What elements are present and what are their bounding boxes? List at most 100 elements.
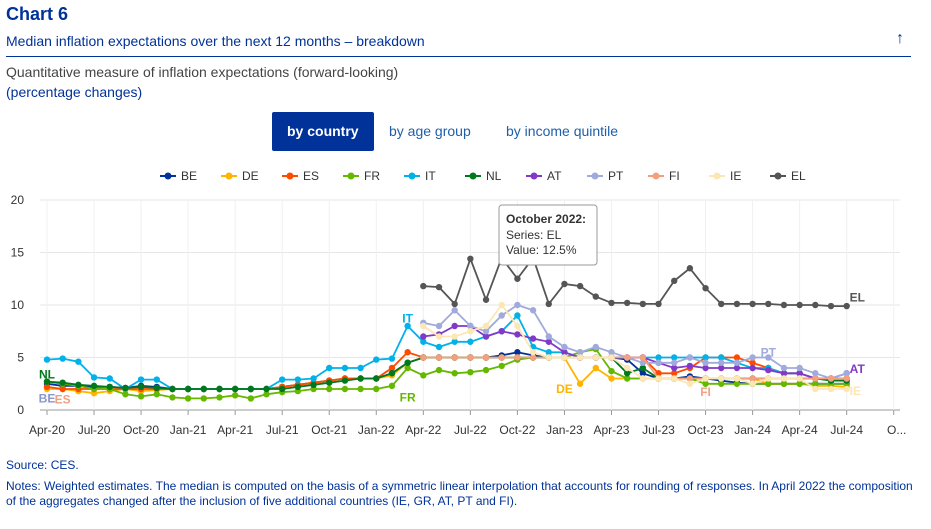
- data-point-fr: [216, 394, 223, 401]
- tooltip-value: Value: 12.5%: [506, 243, 577, 257]
- data-point-es: [43, 383, 51, 391]
- data-point-it: [153, 376, 160, 383]
- data-point-ie: [435, 333, 443, 340]
- data-point-ie: [514, 322, 521, 330]
- data-point-at: [718, 364, 725, 372]
- data-point-it: [341, 364, 349, 372]
- data-point-ie: [796, 375, 803, 382]
- x-tick-label: Apr-22: [405, 423, 441, 437]
- data-point-it: [43, 356, 51, 363]
- data-point-pt: [576, 349, 584, 356]
- data-point-fi: [451, 354, 458, 361]
- x-tick-label: Jan-24: [734, 423, 771, 437]
- x-tick-label: Jul-23: [642, 423, 675, 437]
- tab-by-country[interactable]: by country: [272, 112, 374, 151]
- data-point-el: [702, 285, 709, 292]
- data-point-pt: [482, 328, 490, 335]
- legend-label: AT: [547, 169, 562, 183]
- measure-description: Quantitative measure of inflation expect…: [6, 64, 399, 80]
- data-point-pt: [796, 364, 803, 372]
- data-point-fr: [812, 380, 819, 387]
- tab-by-age-group[interactable]: by age group: [389, 123, 471, 139]
- data-point-es: [749, 359, 756, 366]
- y-tick-label: 0: [17, 403, 24, 417]
- legend-marker: [591, 172, 599, 180]
- data-point-nl: [357, 375, 364, 382]
- data-point-ie: [592, 354, 599, 361]
- data-point-at: [780, 370, 788, 377]
- series-be: [43, 349, 850, 393]
- data-point-nl: [169, 385, 176, 393]
- data-point-ie: [749, 380, 756, 387]
- data-point-ie: [671, 375, 678, 382]
- data-point-es: [671, 370, 678, 377]
- data-point-es: [404, 349, 411, 356]
- data-point-fr: [467, 369, 474, 376]
- legend-marker: [347, 172, 355, 180]
- data-point-ie: [467, 328, 474, 335]
- data-point-ie: [780, 375, 788, 382]
- data-point-nl: [294, 383, 302, 391]
- data-point-nl: [247, 385, 255, 393]
- legend-item-it: IT: [404, 169, 436, 183]
- data-point-fi: [482, 354, 490, 361]
- data-point-nl: [153, 384, 160, 392]
- legend-item-pt: PT: [587, 169, 624, 183]
- data-point-el: [420, 282, 427, 290]
- legend-item-el: EL: [770, 169, 806, 183]
- y-tick-label: 5: [17, 351, 24, 365]
- x-tick-label: Apr-24: [782, 423, 818, 437]
- data-point-el: [749, 300, 756, 308]
- series-annotation: FI: [700, 385, 711, 399]
- data-point-pt: [498, 312, 505, 319]
- series-line-pt: [423, 304, 847, 380]
- data-point-ie: [498, 301, 505, 309]
- data-point-fr: [247, 395, 255, 402]
- series-annotation: NL: [39, 367, 55, 381]
- data-point-fr: [623, 375, 631, 382]
- data-point-de: [608, 375, 615, 382]
- data-point-ie: [451, 333, 458, 340]
- data-point-ie: [718, 375, 725, 382]
- x-tick-label: Jan-23: [546, 423, 583, 437]
- data-point-nl: [373, 375, 380, 382]
- series-annotation: FR: [400, 390, 416, 404]
- data-point-fr: [341, 385, 349, 393]
- data-point-el: [608, 299, 615, 307]
- data-point-fi: [498, 354, 505, 361]
- data-point-nl: [122, 384, 129, 392]
- y-tick-label: 10: [11, 298, 25, 312]
- x-tick-label: Oct-21: [311, 423, 347, 437]
- data-point-pt: [545, 333, 552, 340]
- data-point-fr: [388, 382, 396, 390]
- data-point-pt: [561, 343, 568, 351]
- data-point-it: [451, 338, 458, 345]
- data-point-el: [514, 275, 521, 282]
- legend-item-fi: FI: [648, 169, 680, 183]
- arrow-up-icon[interactable]: ↑: [896, 30, 904, 47]
- data-point-ie: [843, 385, 850, 393]
- header-divider: [6, 56, 911, 57]
- x-tick-label: Jan-21: [170, 423, 207, 437]
- data-point-at: [545, 338, 552, 345]
- data-point-fi: [435, 354, 443, 361]
- data-point-at: [561, 349, 568, 356]
- x-tick-label: Jan-22: [358, 423, 395, 437]
- legend-label: ES: [303, 169, 319, 183]
- series-it: [43, 312, 850, 393]
- data-point-fr: [263, 391, 270, 398]
- data-point-el: [780, 301, 788, 309]
- data-point-el: [639, 300, 647, 308]
- legend-item-es: ES: [282, 169, 319, 183]
- data-point-el: [655, 300, 662, 308]
- tab-by-income-quintile[interactable]: by income quintile: [506, 123, 619, 139]
- legend-label: FI: [669, 169, 680, 183]
- data-point-it: [357, 364, 364, 372]
- legend-label: IE: [730, 169, 741, 183]
- data-point-fr: [435, 366, 443, 374]
- data-point-el: [435, 283, 443, 291]
- data-point-ie: [420, 322, 427, 330]
- data-point-ie: [545, 354, 552, 361]
- x-tick-label: Apr-21: [217, 423, 253, 437]
- data-point-fi: [639, 354, 647, 361]
